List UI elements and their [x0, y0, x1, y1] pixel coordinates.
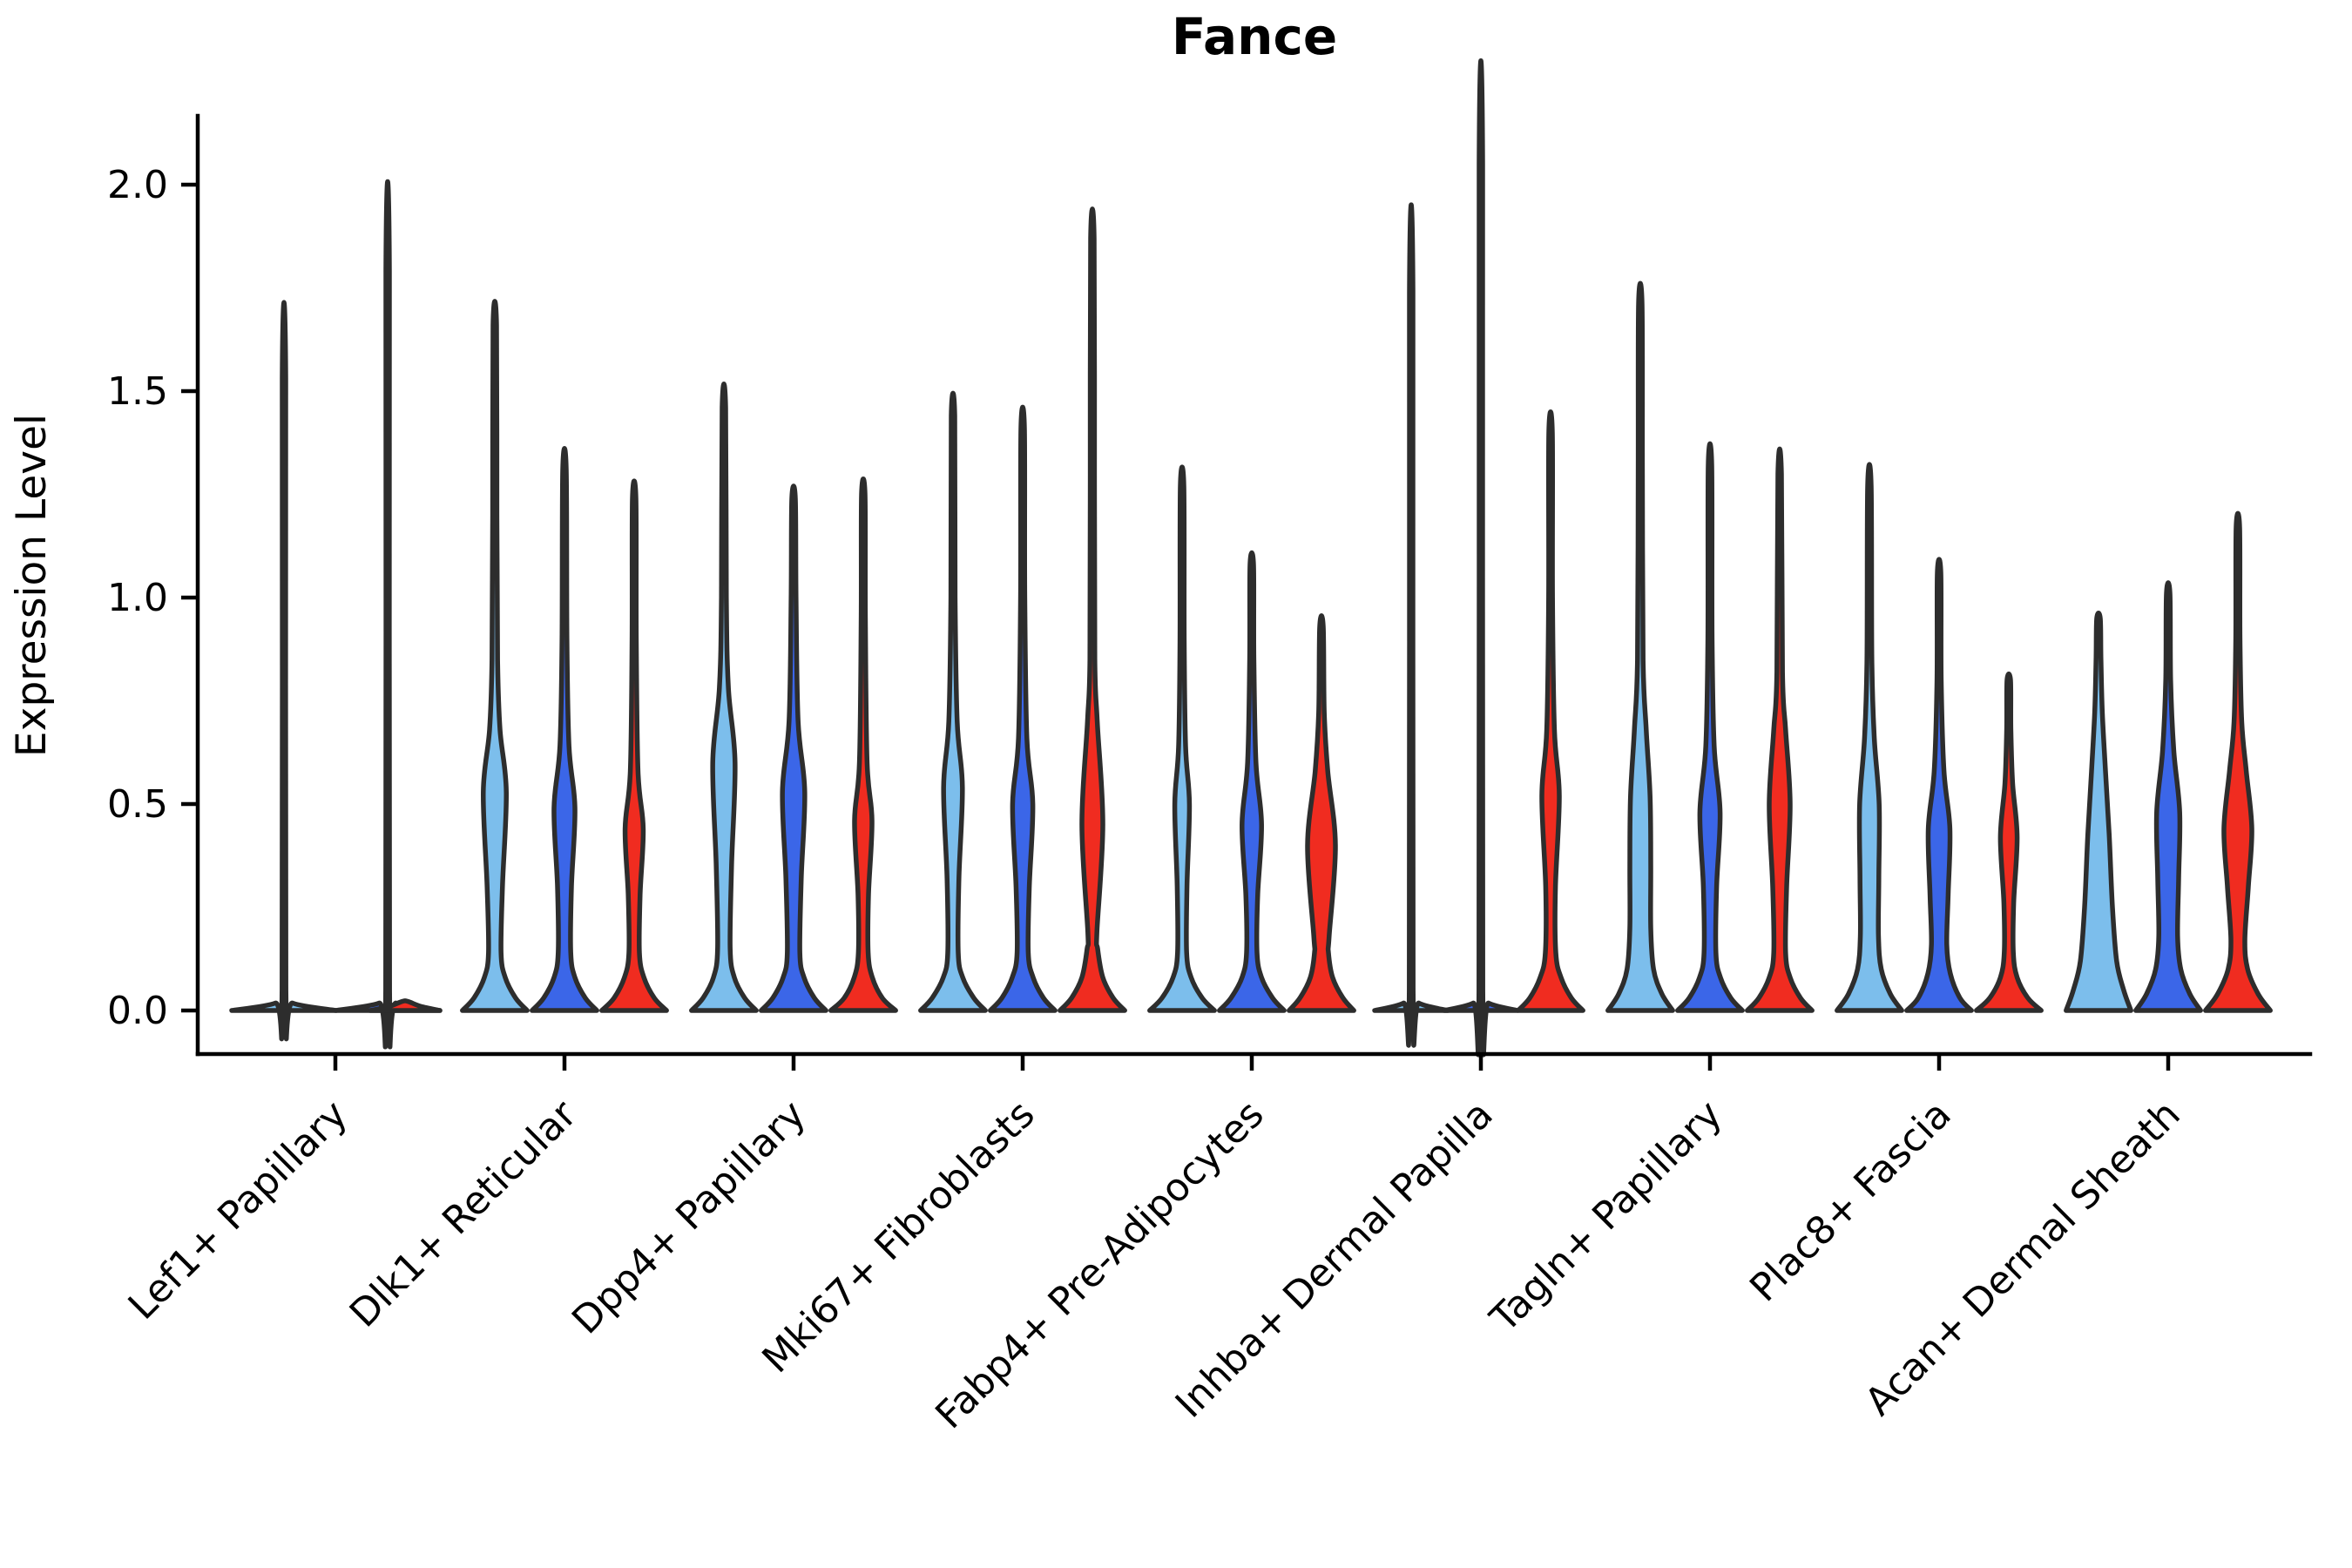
x-tick-label-lef1-papillary: Lef1+ Papillary — [120, 1092, 356, 1328]
violin-group1-cat0 — [229, 300, 339, 1042]
violin-group3-cat7 — [1974, 671, 2044, 1013]
violin-group1-cat3 — [918, 390, 988, 1013]
violin-group1-cat8 — [2064, 611, 2133, 1013]
violins-layer — [229, 58, 2273, 1058]
y-axis-label: Expression Level — [8, 414, 56, 757]
violin-group2-cat1 — [530, 446, 599, 1013]
y-tick-label: 1.5 — [107, 369, 168, 414]
violin-group3-cat1 — [599, 478, 669, 1013]
violin-group2-cat5 — [1442, 58, 1520, 1058]
violin-group2-cat6 — [1675, 441, 1745, 1013]
violin-group2-cat7 — [1904, 557, 1974, 1013]
violin-group3-cat8 — [2203, 510, 2273, 1013]
y-tick-label: 0.0 — [107, 989, 168, 1033]
violin-group1-cat5 — [1372, 202, 1450, 1048]
axes-layer: 0.0 0.5 1.0 1.5 2.0 — [107, 113, 2313, 1071]
violin-group3-cat3 — [1058, 206, 1127, 1013]
y-tick-label: 0.5 — [107, 782, 168, 827]
y-tick-label: 2.0 — [107, 163, 168, 207]
chart-title: Fance — [1172, 7, 1337, 66]
violin-group3-cat4 — [1287, 613, 1356, 1013]
violin-group1-cat2 — [689, 382, 759, 1013]
violin-group2-cat4 — [1217, 550, 1287, 1013]
violin-group3-cat0 — [368, 998, 443, 1013]
x-tick-label-dlk1-reticular: Dlk1+ Reticular — [341, 1092, 586, 1336]
violin-group1-cat4 — [1147, 464, 1217, 1013]
x-tick-label-tagln-papillary: Tagln+ Papillary — [1482, 1092, 1731, 1342]
violin-group2-cat2 — [759, 483, 828, 1013]
x-tick-label-plac8-fascia: Plac8+ Fascia — [1741, 1092, 1960, 1311]
violin-group2-cat8 — [2133, 580, 2203, 1013]
violin-group3-cat5 — [1516, 409, 1585, 1013]
violin-group3-cat6 — [1745, 446, 1815, 1013]
violin-group1-cat7 — [1835, 462, 1904, 1013]
violin-group2-cat3 — [988, 404, 1058, 1013]
violin-group3-cat2 — [828, 476, 898, 1013]
violin-group2-cat0 — [333, 179, 443, 1050]
violin-group1-cat1 — [460, 299, 530, 1013]
x-tick-label-dpp4-papillary: Dpp4+ Papillary — [564, 1092, 814, 1343]
y-tick-label: 1.0 — [107, 576, 168, 620]
violin-group1-cat6 — [1605, 280, 1675, 1013]
